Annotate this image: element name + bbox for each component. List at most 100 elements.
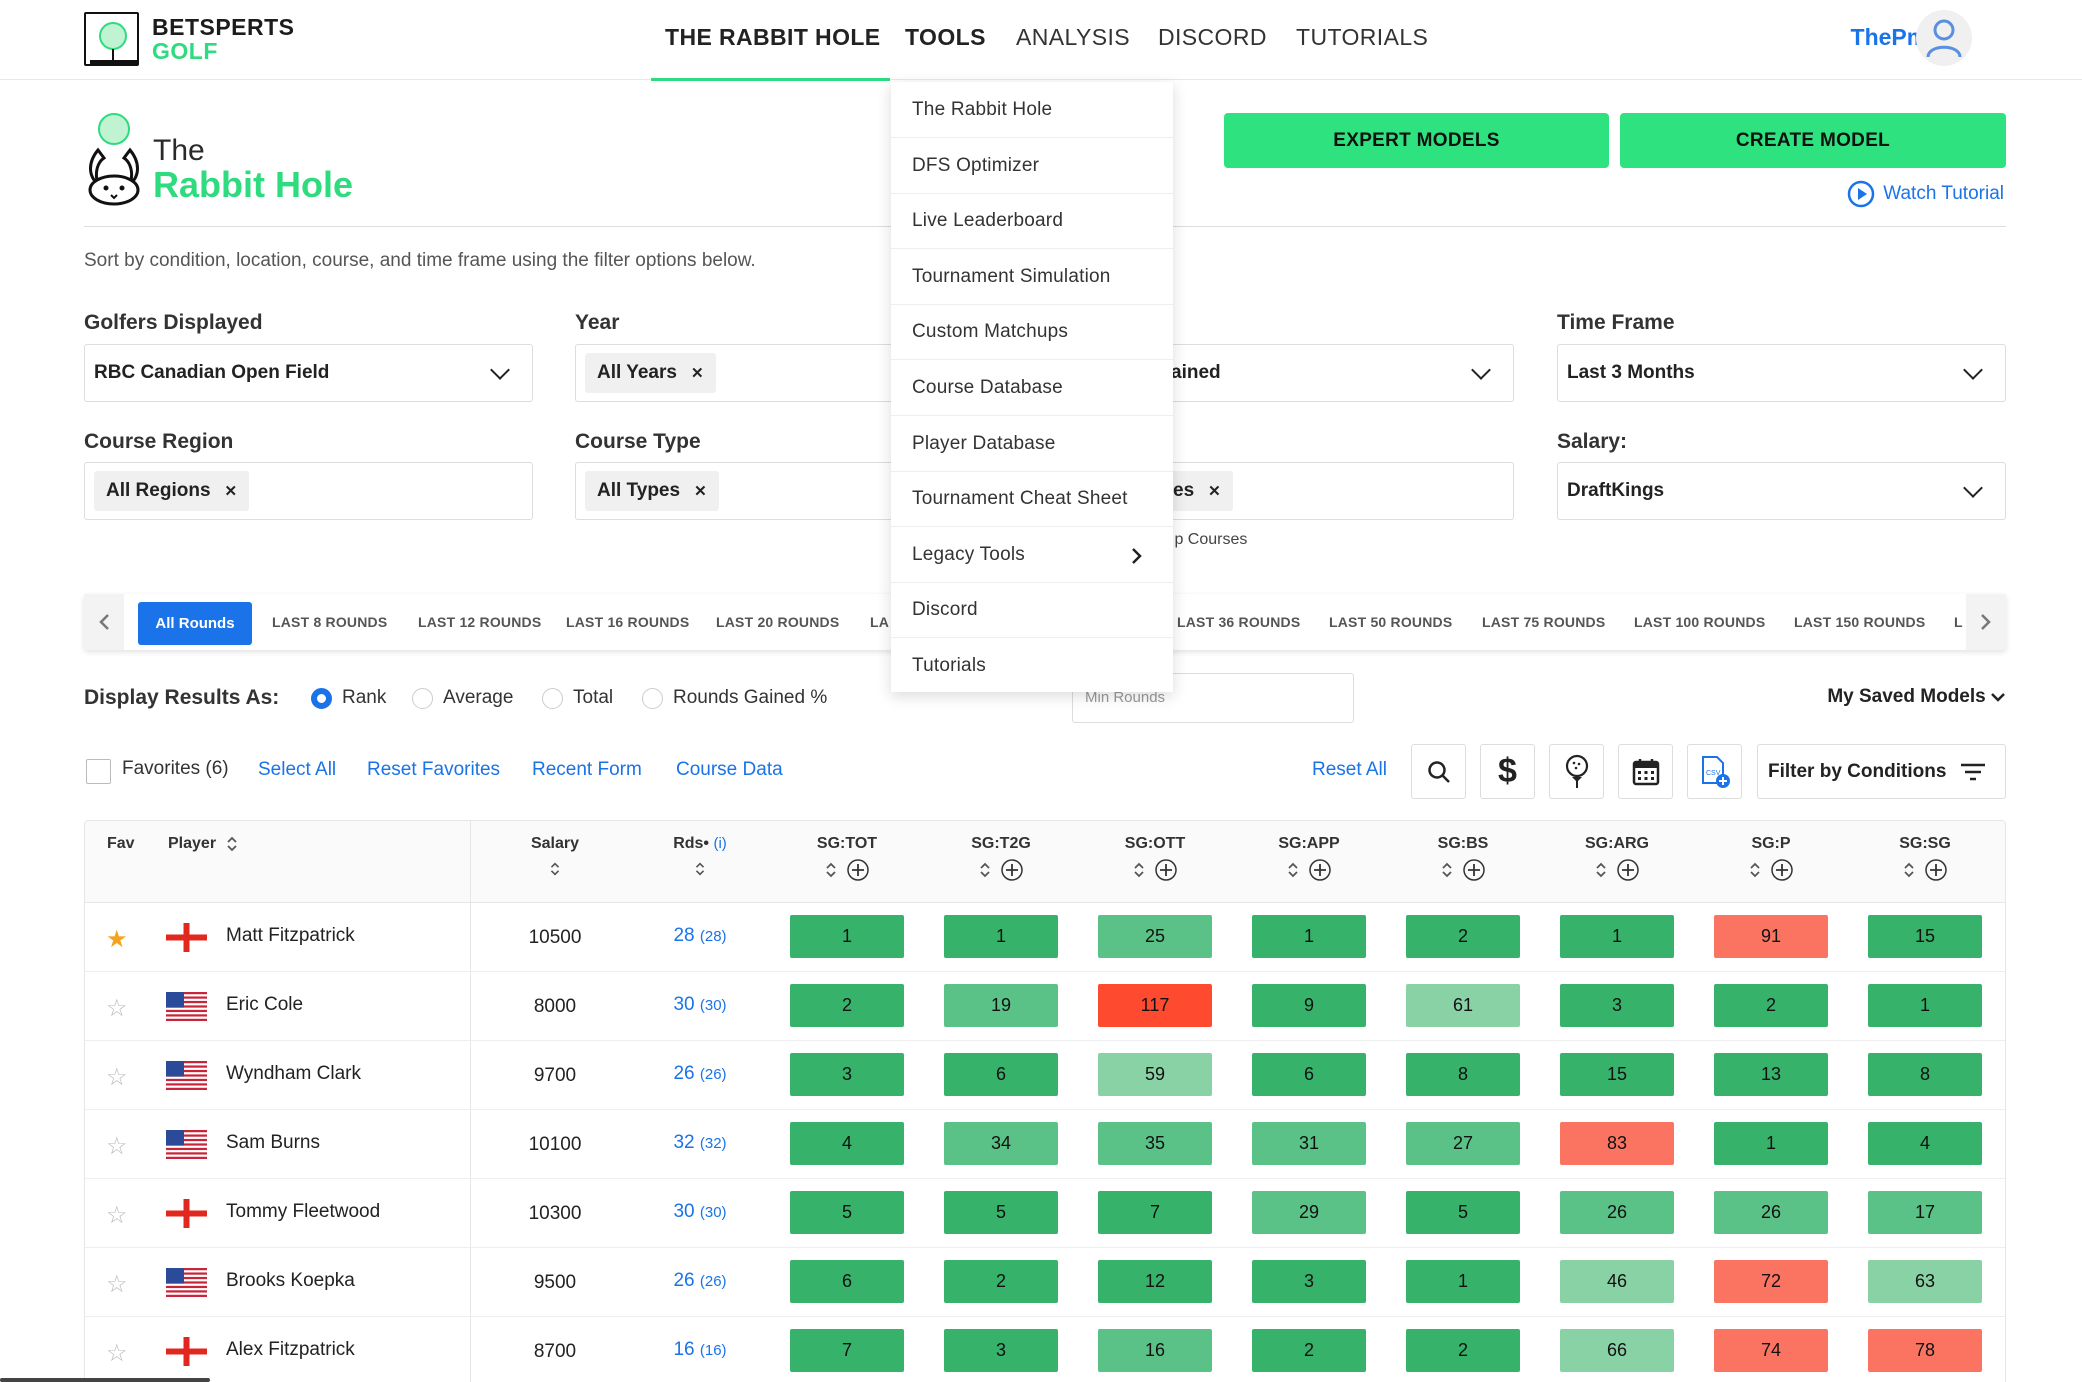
- table-row[interactable]: ☆ Tommy Fleetwood 10300 30 (30) 5 5 7 29 5 26 26 17: [85, 1179, 2005, 1248]
- date-filter-button[interactable]: [1618, 744, 1673, 799]
- menu-item-dfs-optimizer[interactable]: DFS Optimizer: [891, 138, 1173, 194]
- courses-select[interactable]: es ✕: [1165, 462, 1514, 520]
- sort-icon[interactable]: [1287, 861, 1299, 879]
- player-name[interactable]: Brooks Koepka: [226, 1270, 355, 1291]
- add-column-icon[interactable]: [1925, 859, 1947, 881]
- star-outline-icon[interactable]: ☆: [106, 995, 128, 1022]
- rounds-value[interactable]: 26 (26): [650, 1270, 750, 1292]
- menu-item-course-database[interactable]: Course Database: [891, 360, 1173, 416]
- tab-last-16-rounds[interactable]: LAST 16 ROUNDS: [566, 614, 690, 630]
- add-column-icon[interactable]: [1309, 859, 1331, 881]
- rounds-value[interactable]: 30 (30): [650, 994, 750, 1016]
- nav-analysis[interactable]: ANALYSIS: [1016, 24, 1130, 50]
- nav-tools[interactable]: TOOLS: [905, 24, 986, 50]
- add-column-icon[interactable]: [1155, 859, 1177, 881]
- min-rounds-input[interactable]: Min Rounds: [1072, 673, 1354, 723]
- sort-icon[interactable]: [825, 861, 837, 879]
- course-filter-button[interactable]: [1549, 744, 1604, 799]
- scroll-right-button[interactable]: [1966, 594, 2006, 650]
- add-column-icon[interactable]: [847, 859, 869, 881]
- menu-item-the-rabbit-hole[interactable]: The Rabbit Hole: [891, 82, 1173, 138]
- sort-icon[interactable]: [549, 861, 561, 877]
- nav-tutorials[interactable]: TUTORIALS: [1296, 24, 1429, 50]
- radio-average[interactable]: Average: [412, 687, 513, 709]
- region-chip[interactable]: All Regions ✕: [94, 471, 250, 511]
- rounds-value[interactable]: 26 (26): [650, 1063, 750, 1085]
- menu-item-tournament-cheat-sheet[interactable]: Tournament Cheat Sheet: [891, 471, 1173, 528]
- tab-all-rounds[interactable]: All Rounds: [138, 602, 252, 645]
- select-all-link[interactable]: Select All: [258, 759, 337, 780]
- info-icon[interactable]: (i): [713, 835, 727, 852]
- star-outline-icon[interactable]: ☆: [106, 1340, 128, 1367]
- year-chip[interactable]: All Years ✕: [585, 353, 716, 393]
- courses-chip[interactable]: es ✕: [1165, 471, 1233, 511]
- player-name[interactable]: Wyndham Clark: [226, 1063, 361, 1084]
- avatar[interactable]: [1916, 10, 1972, 66]
- golfers-displayed-select[interactable]: RBC Canadian Open Field: [84, 344, 533, 402]
- salary-select[interactable]: DraftKings: [1557, 462, 2006, 520]
- salary-filter-button[interactable]: $: [1480, 744, 1535, 799]
- tab-last-12-rounds[interactable]: LAST 12 ROUNDS: [418, 614, 542, 630]
- stat-header-sg-sg[interactable]: SG:SG: [1865, 835, 1985, 881]
- tab-last-20-rounds[interactable]: LAST 20 ROUNDS: [716, 614, 840, 630]
- tab-last-75-rounds[interactable]: LAST 75 ROUNDS: [1482, 614, 1606, 630]
- remove-chip-icon[interactable]: ✕: [694, 483, 707, 500]
- stat-header-sg-t2g[interactable]: SG:T2G: [941, 835, 1061, 881]
- stat-header-sg-arg[interactable]: SG:ARG: [1557, 835, 1677, 881]
- star-outline-icon[interactable]: ☆: [106, 1202, 128, 1229]
- expert-models-button[interactable]: EXPERT MODELS: [1224, 113, 1609, 168]
- course-region-select[interactable]: All Regions ✕: [84, 462, 533, 520]
- export-csv-button[interactable]: CSV: [1687, 744, 1742, 799]
- radio-total[interactable]: Total: [542, 687, 613, 709]
- menu-item-legacy-tools[interactable]: Legacy Tools: [891, 527, 1173, 583]
- tab-last-8-rounds[interactable]: LAST 8 ROUNDS: [272, 614, 388, 630]
- tab-last-100-rounds[interactable]: LAST 100 ROUNDS: [1634, 614, 1766, 630]
- stat-header-sg-tot[interactable]: SG:TOT: [787, 835, 907, 881]
- stat-header-sg-bs[interactable]: SG:BS: [1403, 835, 1523, 881]
- player-name[interactable]: Sam Burns: [226, 1132, 320, 1153]
- player-name[interactable]: Alex Fitzpatrick: [226, 1339, 355, 1360]
- rounds-value[interactable]: 16 (16): [650, 1339, 750, 1361]
- tab-last-36-rounds[interactable]: LAST 36 ROUNDS: [1177, 614, 1301, 630]
- tab-last-150-rounds[interactable]: LAST 150 ROUNDS: [1794, 614, 1926, 630]
- remove-chip-icon[interactable]: ✕: [1208, 483, 1221, 500]
- menu-item-discord[interactable]: Discord: [891, 582, 1173, 639]
- star-outline-icon[interactable]: ☆: [106, 1271, 128, 1298]
- player-name[interactable]: Matt Fitzpatrick: [226, 925, 355, 946]
- time-frame-select[interactable]: Last 3 Months: [1557, 344, 2006, 402]
- sort-icon[interactable]: [1441, 861, 1453, 879]
- menu-item-custom-matchups[interactable]: Custom Matchups: [891, 304, 1173, 361]
- filter-by-conditions-button[interactable]: Filter by Conditions: [1757, 744, 2006, 799]
- year-select[interactable]: All Years ✕: [575, 344, 895, 402]
- logo-icon[interactable]: [84, 12, 139, 66]
- watch-tutorial-link[interactable]: Watch Tutorial: [1847, 180, 2004, 208]
- remove-chip-icon[interactable]: ✕: [690, 365, 704, 382]
- stat-header-sg-ott[interactable]: SG:OTT: [1095, 835, 1215, 881]
- star-outline-icon[interactable]: ☆: [106, 1133, 128, 1160]
- table-row[interactable]: ☆ Sam Burns 10100 32 (32) 4 34 35 31 27 83 1 4: [85, 1110, 2005, 1179]
- add-column-icon[interactable]: [1617, 859, 1639, 881]
- nav-the-rabbit-hole[interactable]: THE RABBIT HOLE: [665, 24, 881, 50]
- add-column-icon[interactable]: [1001, 859, 1023, 881]
- add-column-icon[interactable]: [1771, 859, 1793, 881]
- scroll-left-button[interactable]: [84, 594, 124, 650]
- sort-icon[interactable]: [1133, 861, 1145, 879]
- sort-icon[interactable]: [1749, 861, 1761, 879]
- sort-icon[interactable]: [226, 835, 238, 853]
- radio-rounds-gained[interactable]: Rounds Gained %: [642, 687, 827, 709]
- player-name[interactable]: Eric Cole: [226, 994, 304, 1015]
- horizontal-scrollbar[interactable]: [0, 1378, 210, 1382]
- rds-header[interactable]: Rds• (i): [650, 835, 750, 877]
- menu-item-player-database[interactable]: Player Database: [891, 416, 1173, 472]
- table-row[interactable]: ☆ Brooks Koepka 9500 26 (26) 6 2 12 3 1 46 72 63: [85, 1248, 2005, 1317]
- reset-all-link[interactable]: Reset All: [1312, 759, 1387, 780]
- nav-discord[interactable]: DISCORD: [1158, 24, 1267, 50]
- menu-item-tutorials[interactable]: Tutorials: [891, 638, 1173, 694]
- table-row[interactable]: ★ Matt Fitzpatrick 10500 28 (28) 1 1 25 1 2 1 91 15: [85, 903, 2005, 972]
- sort-icon[interactable]: [979, 861, 991, 879]
- favorites-checkbox[interactable]: [86, 759, 111, 784]
- tab-last-50-rounds[interactable]: LAST 50 ROUNDS: [1329, 614, 1453, 630]
- strokes-gained-select[interactable]: ained: [1165, 344, 1514, 402]
- table-row[interactable]: ☆ Eric Cole 8000 30 (30) 2 19 117 9 61 3 2 1: [85, 972, 2005, 1041]
- rounds-value[interactable]: 32 (32): [650, 1132, 750, 1154]
